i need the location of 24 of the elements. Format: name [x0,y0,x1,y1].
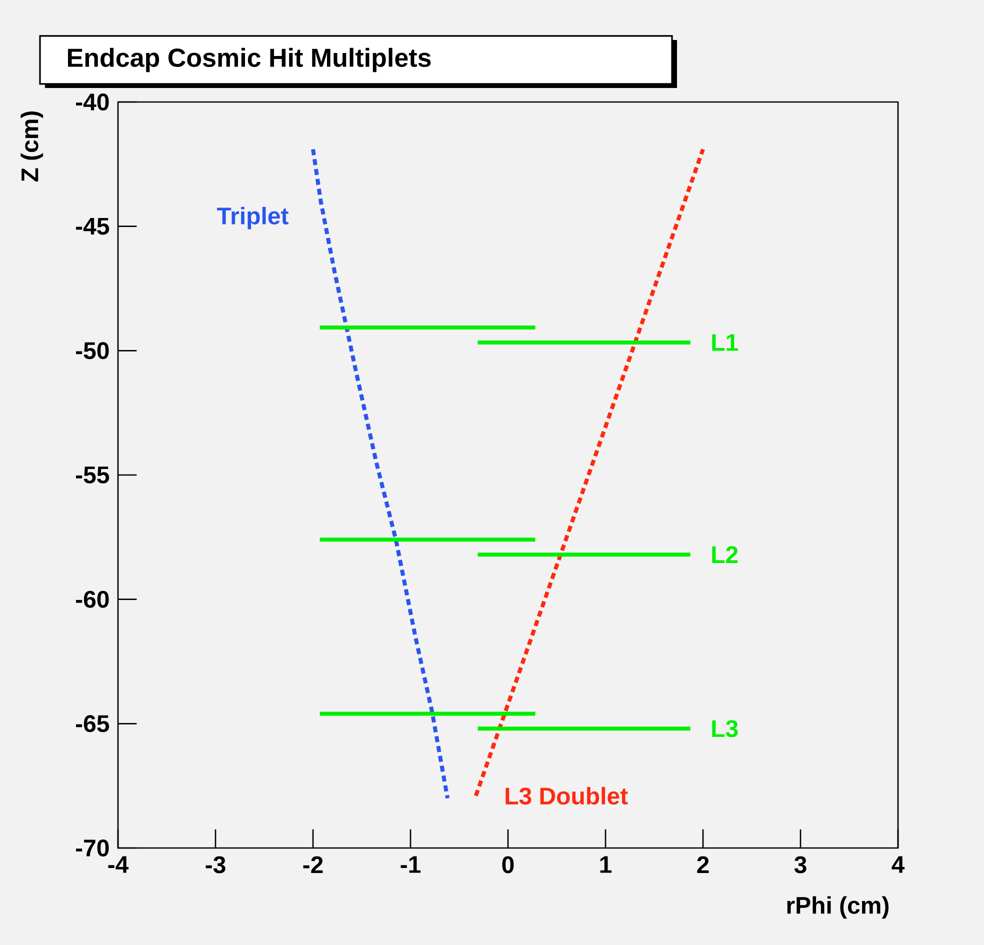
x-tick-label: -4 [108,856,129,873]
x-tick-label: -3 [206,856,226,874]
x-tick-label: 2 [697,856,709,874]
series-label: L1 [712,334,738,351]
y-tick-label: -70 [76,839,109,856]
y-tick-label: -65 [76,715,110,732]
x-tick-label: 0 [502,856,514,874]
y-axis-title: Z (cm) [20,111,44,182]
series-label: L3 [712,720,738,738]
x-tick-label: -1 [400,856,421,873]
y-tick-label: -50 [76,342,109,360]
x-tick-label: 1 [600,856,612,873]
series-label: L3 Doublet [506,786,628,805]
x-tick-label: 4 [892,856,905,873]
series-label: Triplet [216,206,288,230]
y-tick-label: -45 [76,218,110,235]
y-tick-label: -55 [76,466,110,484]
y-tick-label: -60 [76,590,109,608]
x-tick-label: 3 [794,856,806,874]
x-axis-title: rPhi (cm) [787,896,889,919]
chart-title: Endcap Cosmic Hit Multiplets [68,48,431,72]
series-label: L2 [712,546,738,563]
y-tick-label: -40 [76,93,109,110]
x-tick-label: -2 [303,856,323,874]
